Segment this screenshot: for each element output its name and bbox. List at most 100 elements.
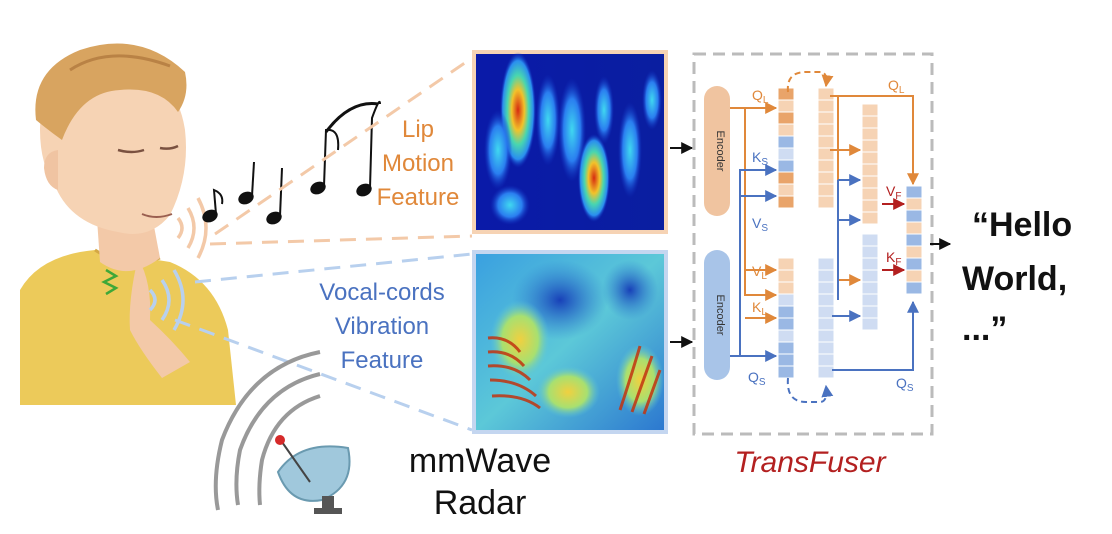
final-fusion-tokens-cell <box>905 197 923 211</box>
lip-query-tokens-cell <box>777 195 795 209</box>
vocal-fused-stack-cell <box>861 281 879 295</box>
final-fusion-tokens-cell <box>905 209 923 223</box>
final-fusion-tokens-cell <box>905 269 923 283</box>
projection-lines <box>174 56 473 432</box>
svg-text:Vibration: Vibration <box>335 313 429 340</box>
vocal-query-tokens-cell <box>777 305 795 319</box>
vocal-attn-output-cell <box>817 341 835 355</box>
vocal-attn-output-cell <box>817 281 835 295</box>
lip-query-tokens-cell <box>777 135 795 149</box>
vocal-query-tokens-cell <box>777 365 795 379</box>
svg-text:KL: KL <box>752 299 767 318</box>
vocal-attn-output-cell <box>817 317 835 331</box>
vocal-feature-label: Vocal-cords Vibration Feature <box>319 279 444 374</box>
lip-fused-stack-cell <box>861 115 879 129</box>
vocal-attn-output-cell <box>817 257 835 271</box>
svg-text:Vocal-cords: Vocal-cords <box>319 279 444 306</box>
svg-text:VF: VF <box>886 183 901 202</box>
lip-query-tokens-cell <box>777 183 795 197</box>
svg-text:QS: QS <box>896 375 914 394</box>
vocal-query-tokens-cell <box>777 269 795 283</box>
transfuser-title: TransFuser <box>734 446 886 479</box>
lip-query-tokens-cell <box>777 171 795 185</box>
lip-attn-output-cell <box>817 123 835 137</box>
vocal-attn-output-cell <box>817 365 835 379</box>
vocal-fused-stack-cell <box>861 233 879 247</box>
vocal-attn-output-cell <box>817 305 835 319</box>
final-fusion-tokens-cell <box>905 281 923 295</box>
output-text: “Hello World, ...” <box>962 206 1072 348</box>
svg-text:Lip: Lip <box>402 116 434 143</box>
lip-encoder-label: Encoder <box>714 131 726 172</box>
lip-fused-stack-cell <box>861 139 879 153</box>
vocal-query-tokens-cell <box>777 329 795 343</box>
lip-query-tokens-cell <box>777 147 795 161</box>
svg-text:“Hello: “Hello <box>972 206 1072 244</box>
svg-text:QS: QS <box>748 369 766 388</box>
svg-text:QL: QL <box>888 77 905 96</box>
radar-dish-icon <box>275 435 351 514</box>
svg-text:KS: KS <box>752 149 768 168</box>
lip-motion-spectrogram <box>472 50 668 234</box>
vocal-fused-stack-cell <box>861 293 879 307</box>
vocal-query-tokens-cell <box>777 281 795 295</box>
lip-feature-label: Lip Motion Feature <box>377 116 460 211</box>
svg-text:VS: VS <box>752 215 768 234</box>
vocal-query-tokens-cell <box>777 317 795 331</box>
lip-fused-stack-cell <box>861 199 879 213</box>
vocal-fused-stack-cell <box>861 317 879 331</box>
lip-attn-output-cell <box>817 183 835 197</box>
svg-text:Feature: Feature <box>341 347 424 374</box>
lip-fused-stack-cell <box>861 151 879 165</box>
final-fusion-tokens-cell <box>905 233 923 247</box>
lip-query-tokens-cell <box>777 99 795 113</box>
lip-fused-stack-cell <box>861 163 879 177</box>
lip-query-tokens-cell <box>777 123 795 137</box>
final-fusion-tokens-cell <box>905 257 923 271</box>
vocal-encoder <box>704 250 730 380</box>
svg-text:Feature: Feature <box>377 184 460 211</box>
lip-encoder <box>704 86 730 216</box>
lip-query-tokens-cell <box>777 159 795 173</box>
person-illustration <box>20 43 236 405</box>
svg-text:VL: VL <box>752 263 767 282</box>
svg-text:Radar: Radar <box>434 484 527 522</box>
vocal-fused-stack-cell <box>861 257 879 271</box>
radar-label: mmWave Radar <box>409 442 551 522</box>
vocal-vibration-spectrogram <box>472 250 668 434</box>
lip-fused-stack-cell <box>861 211 879 225</box>
music-notes-icon <box>202 100 381 225</box>
vocal-attn-output-cell <box>817 329 835 343</box>
vocal-attn-output-cell <box>817 269 835 283</box>
lip-fused-stack-cell <box>861 127 879 141</box>
final-fusion-tokens-cell <box>905 185 923 199</box>
lip-signal-arcs <box>176 197 208 259</box>
vocal-encoder-label: Encoder <box>714 295 726 336</box>
lip-attn-output-cell <box>817 159 835 173</box>
lip-query-tokens-cell <box>777 87 795 101</box>
lip-query-tokens-cell <box>777 111 795 125</box>
svg-text:KF: KF <box>886 249 901 268</box>
lip-attn-output-cell <box>817 195 835 209</box>
lip-attn-output-cell <box>817 99 835 113</box>
vocal-attn-output-cell <box>817 353 835 367</box>
vocal-fused-stack-cell <box>861 269 879 283</box>
lip-fused-stack-cell <box>861 103 879 117</box>
lip-attn-output-cell <box>817 111 835 125</box>
vocal-fused-stack-cell <box>861 245 879 259</box>
svg-text:World,: World, <box>962 260 1067 298</box>
vocal-query-tokens-cell <box>777 353 795 367</box>
vocal-fused-stack-cell <box>861 305 879 319</box>
vocal-query-tokens-cell <box>777 341 795 355</box>
final-fusion-tokens-cell <box>905 245 923 259</box>
radar-arcs <box>213 350 321 511</box>
vocal-query-tokens-cell <box>777 257 795 271</box>
vocal-signal-arcs <box>148 269 185 331</box>
lip-fused-stack-cell <box>861 175 879 189</box>
svg-text:Motion: Motion <box>382 150 454 177</box>
final-fusion-tokens-cell <box>905 221 923 235</box>
svg-text:...”: ...” <box>962 310 1007 348</box>
transfuser-module: Encoder Encoder QL <box>692 52 934 436</box>
lip-attn-output-cell <box>817 87 835 101</box>
